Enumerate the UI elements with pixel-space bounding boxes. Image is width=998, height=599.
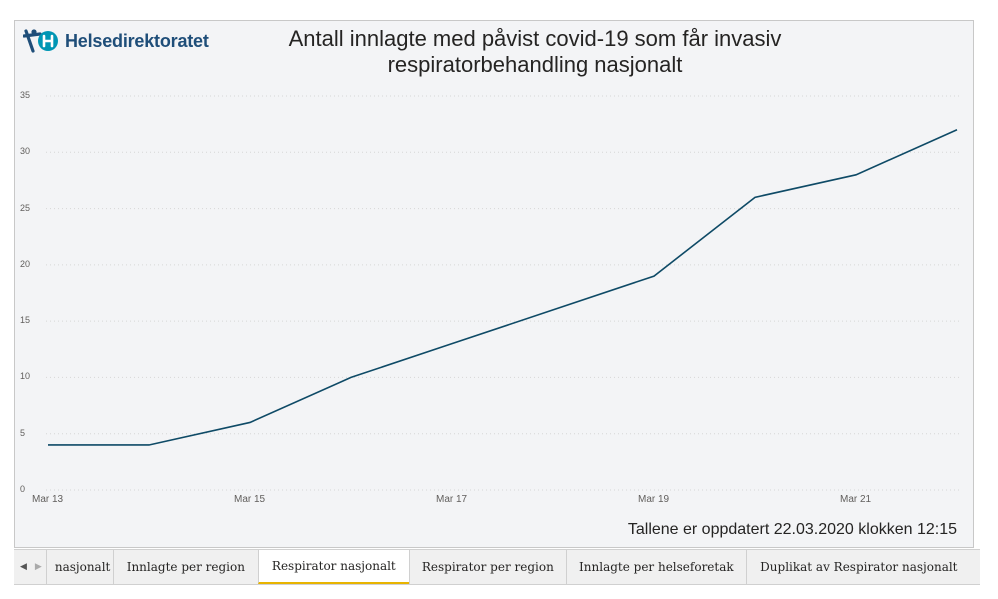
x-tick-label: Mar 21 [840, 494, 872, 505]
data-point[interactable] [45, 442, 51, 448]
x-tick-label: Mar 17 [436, 494, 468, 505]
line-chart [45, 95, 960, 491]
x-tick-label: Mar 19 [638, 494, 670, 505]
page-tabs: ◀ ▶ nasjonalt Innlagte per region Respir… [14, 549, 980, 585]
tab-innlagte-per-region[interactable]: Innlagte per region [112, 550, 258, 584]
data-point[interactable] [853, 172, 859, 178]
y-tick-label: 15 [20, 315, 31, 326]
y-tick-label: 20 [20, 258, 31, 269]
y-tick-label: 5 [20, 427, 26, 438]
caret-left-icon[interactable]: ◀ [20, 562, 27, 572]
tab-respirator-nasjonalt[interactable]: Respirator nasjonalt [257, 550, 409, 584]
data-point[interactable] [954, 127, 960, 133]
data-point[interactable] [247, 419, 253, 425]
y-tick-label: 0 [20, 484, 26, 494]
tab-innlagte-per-helseforetak[interactable]: Innlagte per helseforetak [565, 550, 746, 584]
tab-duplikat-respirator-nasjonalt[interactable]: Duplikat av Respirator nasjonalt [745, 550, 971, 584]
data-point[interactable] [348, 374, 354, 380]
tab-nasjonalt[interactable]: nasjonalt [45, 550, 113, 584]
data-point[interactable] [752, 194, 758, 200]
tab-nav: ◀ ▶ [14, 550, 46, 584]
tab-respirator-per-region[interactable]: Respirator per region [408, 550, 566, 584]
chart-title: Antall innlagte med påvist covid-19 som … [288, 26, 782, 77]
data-point[interactable] [146, 442, 152, 448]
updated-note: Tallene er oppdatert 22.03.2020 klokken … [627, 521, 957, 538]
report-canvas: Helsedirektoratet Antall innlagte med på… [14, 20, 974, 548]
y-tick-label: 30 [20, 146, 31, 157]
helsedirektoratet-logo-icon [23, 29, 58, 53]
data-point[interactable] [550, 307, 556, 313]
y-tick-label: 35 [20, 90, 31, 100]
caret-right-icon[interactable]: ▶ [34, 562, 42, 572]
x-tick-label: Mar 15 [234, 494, 266, 505]
brand-name: Helsedirektoratet [65, 30, 209, 51]
logo: Helsedirektoratet [23, 27, 209, 55]
y-tick-label: 25 [20, 202, 31, 213]
y-tick-label: 10 [20, 371, 31, 382]
data-point[interactable] [651, 273, 657, 279]
series-line [48, 129, 958, 446]
x-tick-label: Mar 13 [32, 494, 64, 505]
data-point[interactable] [449, 341, 455, 347]
